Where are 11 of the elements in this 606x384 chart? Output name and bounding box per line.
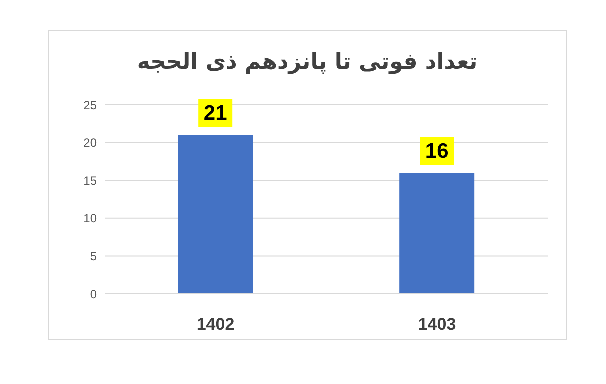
x-tick-label: 1403	[418, 315, 456, 334]
y-tick-label: 25	[84, 98, 98, 112]
x-tick-label: 1402	[196, 315, 235, 334]
y-tick-label: 20	[84, 136, 98, 150]
data-label: 21	[204, 102, 228, 126]
data-label: 16	[425, 140, 449, 164]
y-tick-label: 5	[90, 249, 98, 264]
y-tick-label: 15	[84, 174, 98, 188]
y-tick-label: 0	[90, 287, 98, 302]
chart-title: تعداد فوتی تا پانزدهم ذی الحجه	[136, 50, 479, 75]
y-tick-label: 10	[84, 212, 98, 226]
